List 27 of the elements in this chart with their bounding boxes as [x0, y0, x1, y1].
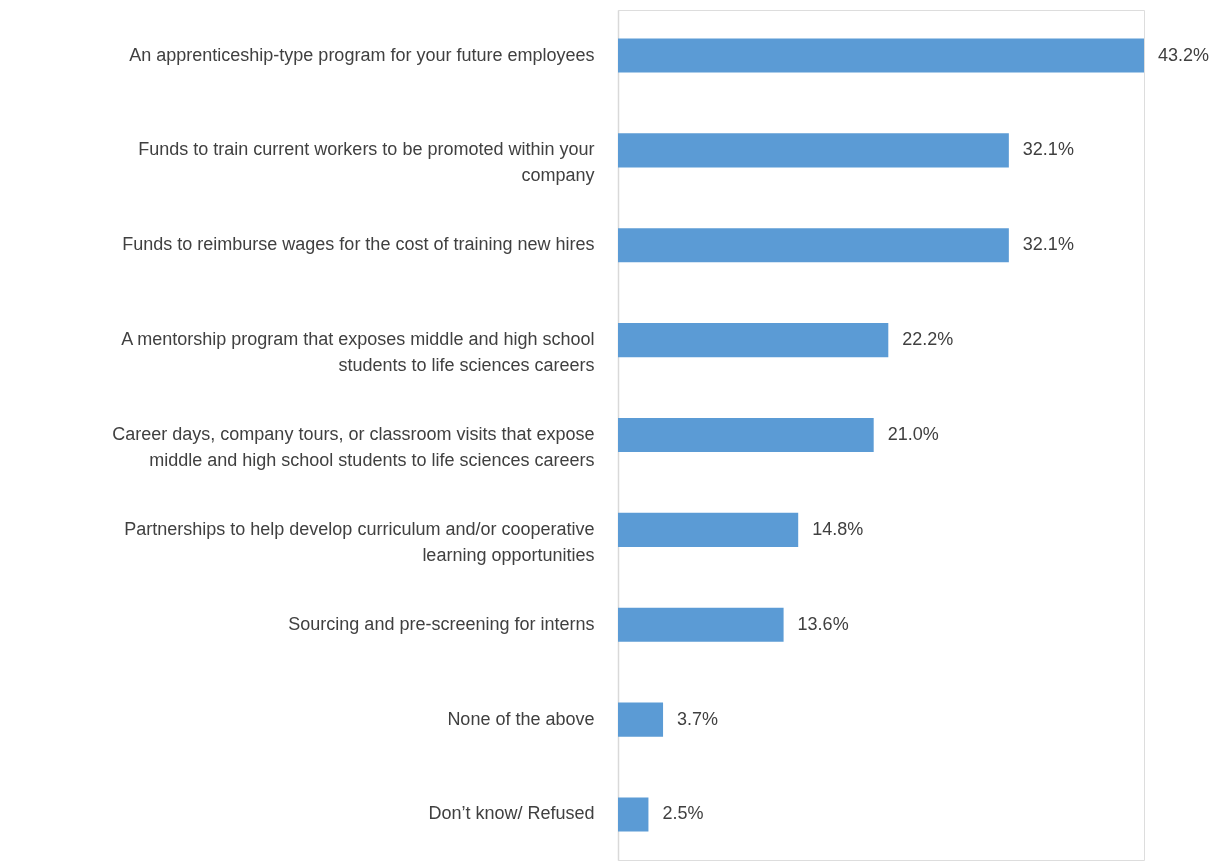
y-tick-label: An apprenticeship-type program for your future employees [129, 44, 595, 65]
bar [618, 323, 889, 358]
data-label: 22.2% [902, 329, 954, 350]
data-label: 3.7% [677, 708, 719, 729]
y-tick-label: Don’t know/ Refused [428, 803, 595, 824]
data-label: 13.6% [797, 613, 849, 634]
bar [618, 607, 784, 642]
data-label: 32.1% [1022, 234, 1074, 255]
y-tick-label: None of the above [447, 708, 595, 729]
y-tick-label: A mentorship program that exposes middle and high school students to life sciences careers [121, 329, 595, 376]
data-label: 2.5% [662, 803, 704, 824]
y-tick-label: Partnerships to help develop curriculum and/or cooperative learning opportunities [124, 518, 595, 565]
bar [618, 228, 1009, 263]
y-tick-label: Career days, company tours, or classroom visits that expose middle and high school students to life sciences careers [112, 424, 595, 470]
bar [618, 38, 1144, 73]
bar [618, 512, 799, 547]
bar [618, 702, 664, 737]
y-tick-label: Funds to train current workers to be promoted within your company [138, 139, 595, 186]
bar [618, 417, 874, 453]
data-label: 32.1% [1022, 139, 1074, 160]
bar [618, 133, 1009, 168]
data-label: 14.8% [812, 518, 864, 539]
y-tick-label: Sourcing and pre-screening for interns [288, 613, 595, 634]
data-label: 43.2% [1158, 44, 1210, 65]
data-label: 21.0% [887, 424, 939, 444]
y-tick-label: Funds to reimburse wages for the cost of training new hires [122, 234, 595, 255]
bar [618, 797, 649, 832]
